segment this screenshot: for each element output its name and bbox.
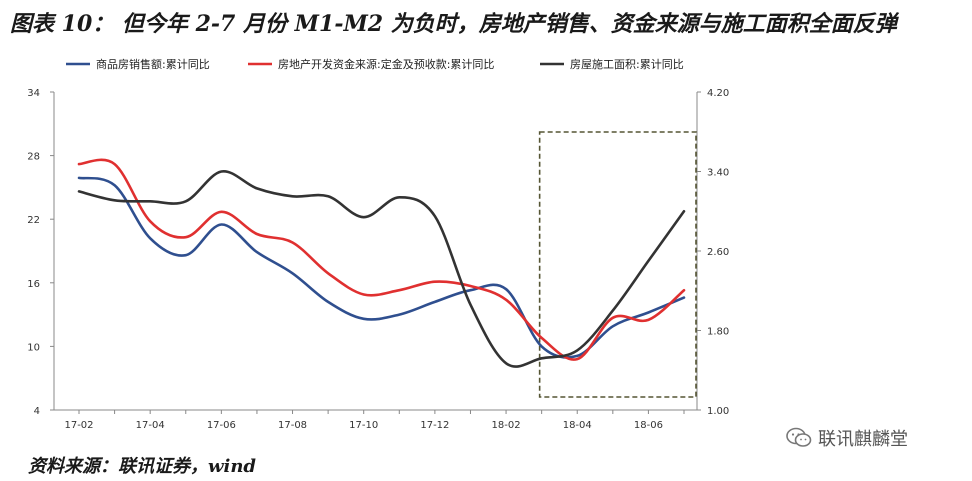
x-tick-label: 18-02	[492, 420, 521, 431]
highlight-box	[538, 131, 697, 398]
source-note: 资料来源：联讯证券，wind	[28, 456, 257, 477]
legend-label: 商品房销售额:累计同比	[96, 57, 210, 71]
series-line-construction	[77, 170, 686, 368]
x-tick-label: 18-04	[563, 420, 592, 431]
x-tick-label: 17-10	[349, 420, 378, 431]
page-title: 图表 10： 但今年 2-7 月份 M1-M2 为负时，房地产销售、资金来源与施…	[10, 11, 897, 37]
y-left-tick-label: 28	[27, 152, 40, 163]
watermark-text: 联讯麒麟堂	[818, 429, 908, 450]
x-tick-label: 17-04	[136, 420, 165, 431]
legend-label: 房地产开发资金来源:定金及预收款:累计同比	[278, 57, 494, 71]
x-tick-label: 17-02	[64, 420, 93, 431]
series-line-sales	[77, 176, 686, 359]
legend-label: 房屋施工面积:累计同比	[570, 58, 684, 71]
y-left-tick-label: 34	[27, 88, 40, 99]
y-left-tick-label: 4	[34, 406, 40, 417]
y-right-tick-label: 1.00	[707, 406, 729, 417]
y-left-tick-label: 10	[27, 342, 40, 353]
y-right-tick-label: 4.20	[707, 88, 729, 99]
wechat-icon	[786, 427, 812, 447]
x-tick-label: 17-12	[420, 420, 449, 431]
x-tick-label: 18-06	[634, 420, 663, 431]
y-right-tick-label: 3.40	[707, 168, 729, 179]
y-left-tick-label: 16	[27, 279, 40, 290]
line-chart: 4 10 16 22 28 34 1.00 1.80 2.60 3.40 4.20 17-02 17-0…	[27, 57, 729, 431]
x-tick-label: 17-08	[278, 420, 307, 431]
y-left-tick-label: 22	[27, 215, 40, 226]
x-tick-label: 17-06	[207, 420, 236, 431]
y-right-tick-label: 2.60	[707, 247, 729, 258]
y-right-tick-label: 1.80	[707, 327, 729, 338]
watermark: 联讯麒麟堂	[786, 425, 908, 451]
series-line-funds	[77, 158, 686, 361]
